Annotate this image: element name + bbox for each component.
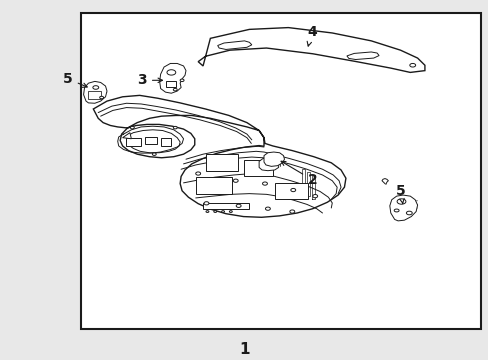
Bar	[126, 138, 141, 145]
Ellipse shape	[406, 211, 411, 215]
Ellipse shape	[180, 79, 183, 82]
Bar	[144, 137, 157, 144]
Text: 5: 5	[395, 184, 405, 203]
Ellipse shape	[93, 86, 99, 89]
Ellipse shape	[312, 194, 317, 198]
Ellipse shape	[229, 211, 232, 212]
Polygon shape	[93, 95, 345, 217]
Ellipse shape	[236, 204, 241, 207]
Text: 1: 1	[239, 342, 249, 357]
Ellipse shape	[130, 126, 134, 129]
Ellipse shape	[265, 207, 270, 210]
Ellipse shape	[205, 211, 208, 212]
Polygon shape	[217, 41, 251, 49]
Ellipse shape	[262, 182, 267, 185]
Ellipse shape	[100, 96, 103, 99]
Ellipse shape	[195, 172, 200, 175]
Bar	[206, 154, 238, 171]
Ellipse shape	[213, 211, 216, 212]
Ellipse shape	[393, 209, 398, 212]
Polygon shape	[198, 28, 424, 72]
Polygon shape	[159, 63, 185, 93]
Bar	[195, 177, 232, 194]
Text: 2: 2	[281, 161, 317, 187]
Ellipse shape	[166, 70, 175, 75]
Bar	[165, 81, 176, 87]
Bar	[274, 183, 307, 199]
Text: 4: 4	[306, 25, 316, 46]
Polygon shape	[264, 152, 284, 166]
Ellipse shape	[396, 199, 405, 204]
Ellipse shape	[173, 88, 177, 91]
Text: 3: 3	[137, 73, 162, 87]
Polygon shape	[389, 195, 417, 221]
Polygon shape	[346, 52, 378, 59]
Bar	[243, 160, 272, 176]
Polygon shape	[122, 133, 131, 139]
Ellipse shape	[290, 188, 295, 192]
Polygon shape	[259, 158, 278, 171]
Ellipse shape	[233, 179, 238, 182]
Ellipse shape	[409, 63, 415, 67]
FancyBboxPatch shape	[81, 13, 480, 329]
Ellipse shape	[173, 126, 177, 129]
Ellipse shape	[203, 202, 208, 205]
Ellipse shape	[289, 210, 294, 213]
Bar	[160, 138, 171, 145]
Bar	[88, 91, 101, 99]
Bar	[203, 203, 249, 210]
Polygon shape	[83, 81, 107, 103]
Ellipse shape	[221, 211, 224, 212]
Ellipse shape	[152, 153, 156, 156]
Text: 5: 5	[63, 72, 87, 87]
